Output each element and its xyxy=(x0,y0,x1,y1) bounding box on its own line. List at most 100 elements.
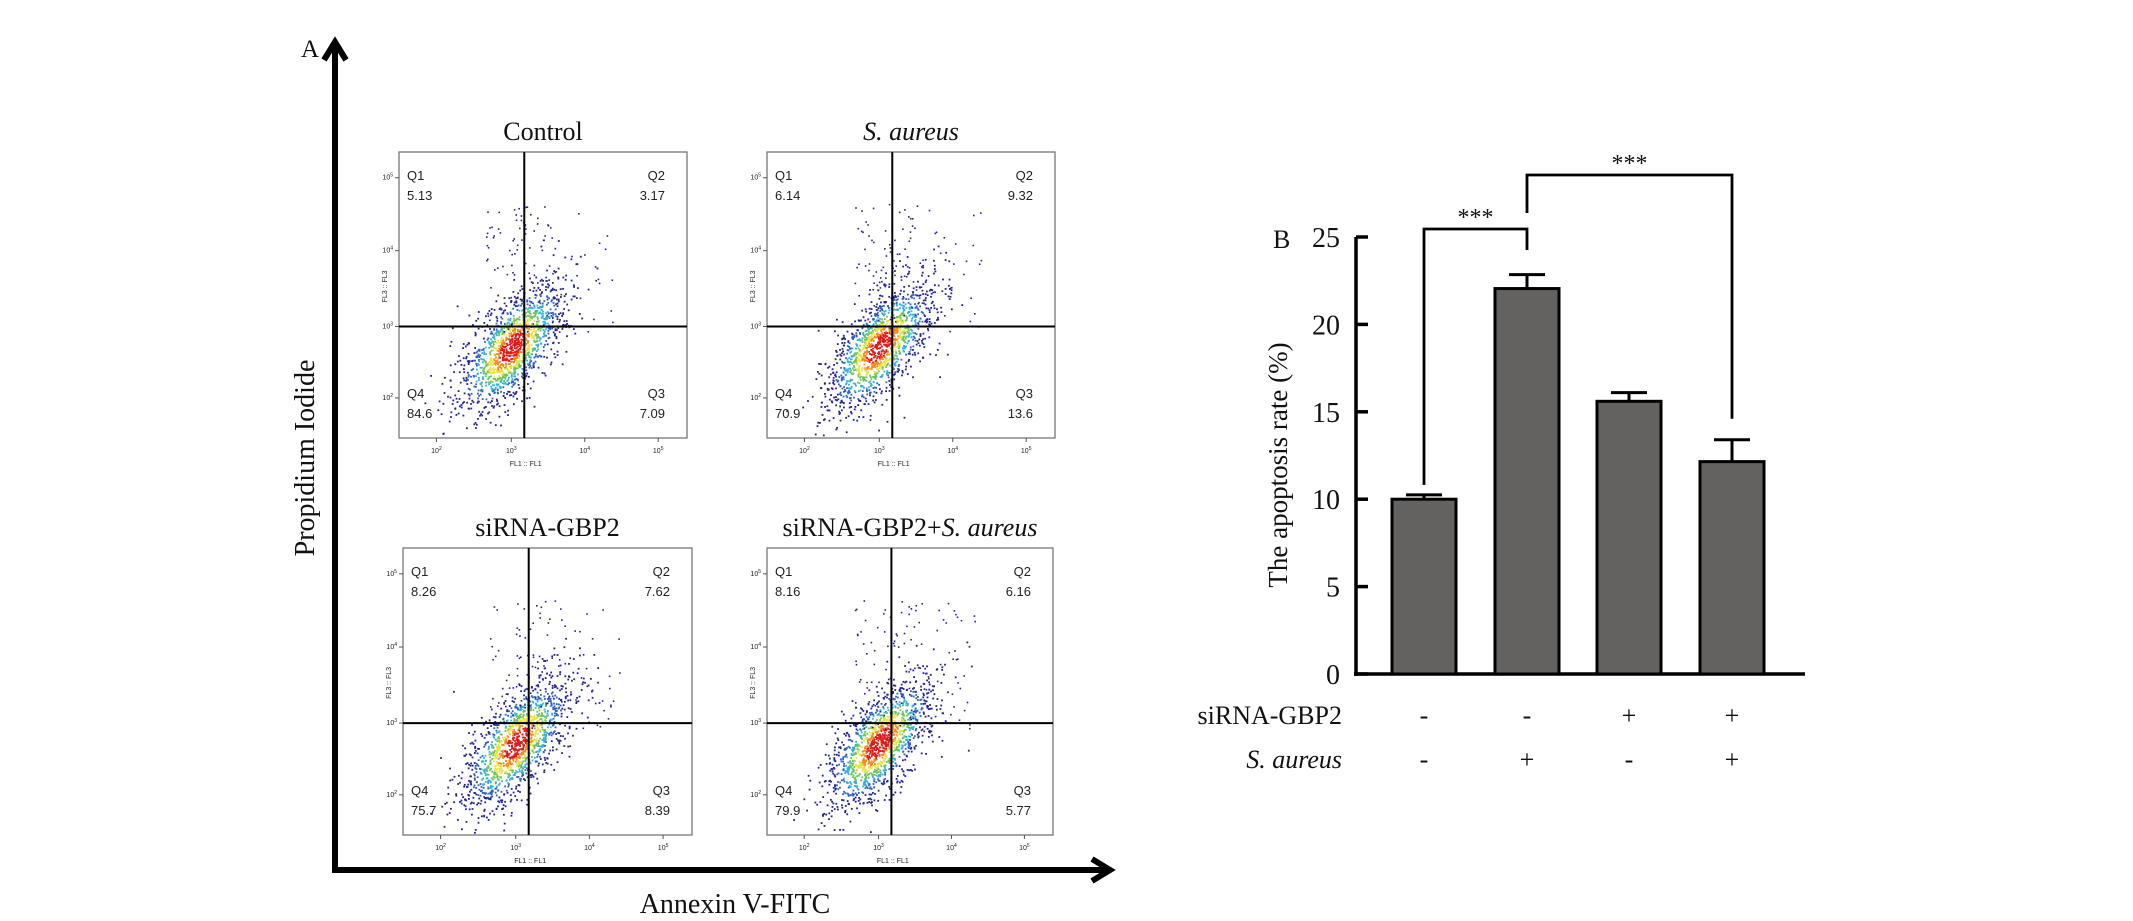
flow-x-label: FL1 :: FL1 xyxy=(514,858,546,865)
flow-y-label: FL3 :: FL3 xyxy=(750,270,757,302)
significance-label-0: *** xyxy=(1458,205,1494,231)
quadrant-value-q2: 3.17 xyxy=(640,188,665,203)
quadrant-label-q4: Q4 xyxy=(775,783,792,798)
quadrant-label-q1: Q1 xyxy=(775,168,792,183)
quadrant-value-q4: 79.9 xyxy=(775,803,800,818)
condition-sign: + xyxy=(1725,745,1740,774)
x-tick-label: 104 xyxy=(584,843,595,852)
x-tick-label: 104 xyxy=(946,843,957,852)
flow-plot-title: siRNA-GBP2+S. aureus xyxy=(783,513,1038,542)
y-tick-exponent: 2 xyxy=(758,790,761,796)
y-tick-label: 105 xyxy=(750,173,761,182)
quadrant-value-q3: 7.09 xyxy=(640,406,665,421)
quadrant-label-q1: Q1 xyxy=(775,564,792,579)
x-tick-label: 103 xyxy=(874,446,885,455)
x-tick-exponent: 2 xyxy=(439,446,442,452)
quadrant-label-q2: Q2 xyxy=(648,168,665,183)
x-tick-exponent: 4 xyxy=(587,446,590,452)
y-tick-exponent: 5 xyxy=(390,173,393,179)
x-tick-exponent: 2 xyxy=(443,843,446,849)
panel-b: B The apoptosis rate (%) 0 5 10 15 20 25 siRNA… xyxy=(1198,151,1805,774)
y-tick-label: 105 xyxy=(386,569,397,578)
y-tick-label: 102 xyxy=(386,790,397,799)
quadrant-label-q3: Q3 xyxy=(1016,386,1033,401)
x-tick-exponent: 5 xyxy=(1029,446,1032,452)
condition-label: siRNA-GBP2 xyxy=(1198,701,1342,730)
y-tick-exponent: 2 xyxy=(390,393,393,399)
flow-scatter xyxy=(430,600,621,834)
x-tick-label: 104 xyxy=(947,446,958,455)
condition-sign: - xyxy=(1420,745,1429,774)
bar-0[interactable] xyxy=(1390,497,1458,676)
condition-sign: - xyxy=(1420,701,1429,730)
condition-label: S. aureus xyxy=(1246,745,1342,774)
x-tick-label: 102 xyxy=(799,446,810,455)
quadrant-value-q3: 13.6 xyxy=(1008,406,1033,421)
flow-plot-3: siRNA-GBP2+S. aureus Q1 8.16 Q2 6.16 Q3 5.77 Q4… xyxy=(750,513,1054,865)
x-tick-exponent: 4 xyxy=(954,843,957,849)
flow-y-label: FL3 :: FL3 xyxy=(386,667,393,699)
y-tick-exponent: 4 xyxy=(390,246,393,252)
flow-x-label: FL1 :: FL1 xyxy=(878,461,910,468)
y-tick-exponent: 3 xyxy=(394,718,397,724)
flow-y-label: FL3 :: FL3 xyxy=(382,270,389,302)
y-tick-label: 102 xyxy=(750,790,761,799)
flow-x-label: FL1 :: FL1 xyxy=(510,461,542,468)
quadrant-value-q1: 5.13 xyxy=(407,188,432,203)
x-tick-label: 105 xyxy=(658,843,669,852)
x-tick-label: 102 xyxy=(799,843,810,852)
quadrant-value-q2: 7.62 xyxy=(645,584,670,599)
bar-1[interactable] xyxy=(1493,287,1561,676)
y-tick-exponent: 4 xyxy=(758,246,761,252)
panel-a-label: A xyxy=(301,36,319,63)
quadrant-label-q1: Q1 xyxy=(411,564,428,579)
condition-sign: + xyxy=(1725,701,1740,730)
x-tick-label: 105 xyxy=(1021,446,1032,455)
y-tick-exponent: 5 xyxy=(758,569,761,575)
bar-3[interactable] xyxy=(1698,460,1766,676)
quadrant-value-q1: 8.26 xyxy=(411,584,436,599)
x-tick-label: 105 xyxy=(653,446,664,455)
y-tick-label: 103 xyxy=(750,321,761,330)
x-tick-exponent: 2 xyxy=(807,843,810,849)
flow-plot-title: S. aureus xyxy=(863,117,959,146)
quadrant-label-q4: Q4 xyxy=(775,386,792,401)
quadrant-value-q2: 6.16 xyxy=(1006,584,1031,599)
x-tick-label: 104 xyxy=(579,446,590,455)
flow-plot-1: S. aureus Q1 6.14 Q2 9.32 Q3 13.6 Q4 70.9 102 103 1… xyxy=(750,117,1056,468)
x-tick-exponent: 3 xyxy=(881,843,884,849)
y-tick-label: 103 xyxy=(750,718,761,727)
significance-bracket-1 xyxy=(1525,173,1734,419)
flow-plot-title-text: S. aureus xyxy=(942,513,1038,542)
y-tick-exponent: 3 xyxy=(390,321,393,327)
panel-a-y-axis-title: Propidium Iodide xyxy=(290,360,321,557)
flow-plot-title: Control xyxy=(503,117,582,146)
quadrant-label-q4: Q4 xyxy=(411,783,428,798)
condition-sign: - xyxy=(1523,701,1532,730)
x-tick-exponent: 2 xyxy=(807,446,810,452)
x-tick-exponent: 3 xyxy=(514,446,517,452)
quadrant-value-q4: 70.9 xyxy=(775,406,800,421)
y-axis-title: The apoptosis rate (%) xyxy=(1263,342,1293,587)
bar-2[interactable] xyxy=(1595,399,1663,676)
y-tick-exponent: 4 xyxy=(758,642,761,648)
y-tick-exponent: 3 xyxy=(758,718,761,724)
quadrant-value-q4: 84.6 xyxy=(407,406,432,421)
y-tick-label: 0 xyxy=(1326,660,1340,691)
flow-plot-0: Control Q1 5.13 Q2 3.17 Q3 7.09 Q4 84.6 102 103 104… xyxy=(382,117,688,468)
y-tick-label: 105 xyxy=(750,569,761,578)
flow-y-label: FL3 :: FL3 xyxy=(750,667,757,699)
y-tick-label: 5 xyxy=(1326,573,1340,604)
x-tick-exponent: 4 xyxy=(592,843,595,849)
y-tick-label: 104 xyxy=(750,246,761,255)
x-tick-label: 103 xyxy=(506,446,517,455)
condition-sign: - xyxy=(1625,745,1634,774)
flow-scatter xyxy=(786,203,983,437)
y-tick-exponent: 3 xyxy=(758,321,761,327)
y-tick-exponent: 5 xyxy=(758,173,761,179)
x-tick-exponent: 5 xyxy=(1027,843,1030,849)
panel-a-y-arrowhead-icon xyxy=(321,36,349,62)
quadrant-value-q1: 8.16 xyxy=(775,584,800,599)
x-tick-exponent: 5 xyxy=(666,843,669,849)
